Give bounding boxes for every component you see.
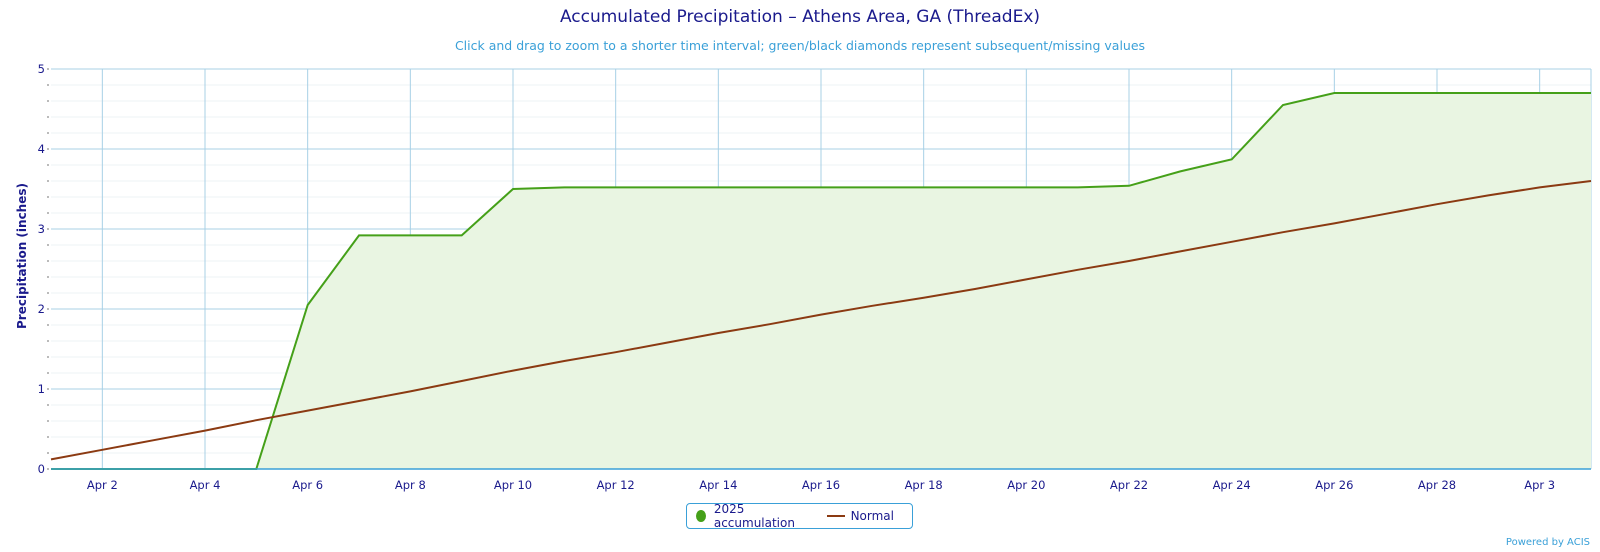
x-axis-ticks: Apr 2 Apr 4 Apr 6 Apr 8 Apr 10 Apr 12 Apr 14 Ap… (87, 478, 1555, 492)
chart-subtitle: Click and drag to zoom to a shorter time… (454, 38, 1146, 53)
x-tick-label: Apr 4 (190, 478, 221, 492)
x-tick-label: Apr 28 (1418, 478, 1456, 492)
y-tick-label: 0 (38, 462, 45, 476)
y-tick-label: 2 (38, 302, 45, 316)
powered-by-credit[interactable]: Powered by ACIS (1505, 537, 1590, 548)
x-tick-label: Apr 16 (802, 478, 840, 492)
legend-normal-marker (826, 515, 845, 517)
x-tick-label: Apr 26 (1315, 478, 1353, 492)
legend-item-accumulation[interactable]: 2025 accumulation (696, 502, 809, 530)
chart-title: Accumulated Precipitation – Athens Area,… (559, 7, 1041, 27)
x-tick-label: Apr 22 (1110, 478, 1148, 492)
x-tick-label: Apr 2 (87, 478, 118, 492)
y-axis-ticks: 0 1 2 3 4 5 (38, 62, 45, 476)
x-tick-label: Apr 12 (597, 478, 635, 492)
x-tick-label: Apr 18 (905, 478, 943, 492)
legend-accumulation-label: 2025 accumulation (713, 502, 795, 530)
y-tick-label: 5 (38, 62, 45, 76)
x-tick-label: Apr 10 (494, 478, 532, 492)
x-tick-label: Apr 14 (699, 478, 737, 492)
accumulation-series-line[interactable] (51, 92, 1591, 470)
accumulation-area (51, 93, 1591, 469)
y-tick-label: 4 (38, 142, 45, 156)
y-axis-label: Precipitation (inches) (15, 183, 29, 329)
legend-item-normal[interactable]: Normal (826, 509, 894, 523)
x-tick-label: Apr 20 (1007, 478, 1045, 492)
legend-normal-label: Normal (850, 509, 894, 523)
x-tick-label: Apr 8 (395, 478, 426, 492)
x-tick-label: Apr 24 (1213, 478, 1251, 492)
y-tick-label: 1 (38, 382, 45, 396)
x-tick-label: Apr 3 (1524, 478, 1555, 492)
chart-legend: 2025 accumulation Normal (686, 502, 913, 530)
x-tick-label: Apr 6 (292, 478, 323, 492)
y-tick-label: 3 (38, 222, 45, 236)
legend-accumulation-marker (696, 510, 706, 522)
normal-series-line[interactable] (50, 180, 1592, 461)
